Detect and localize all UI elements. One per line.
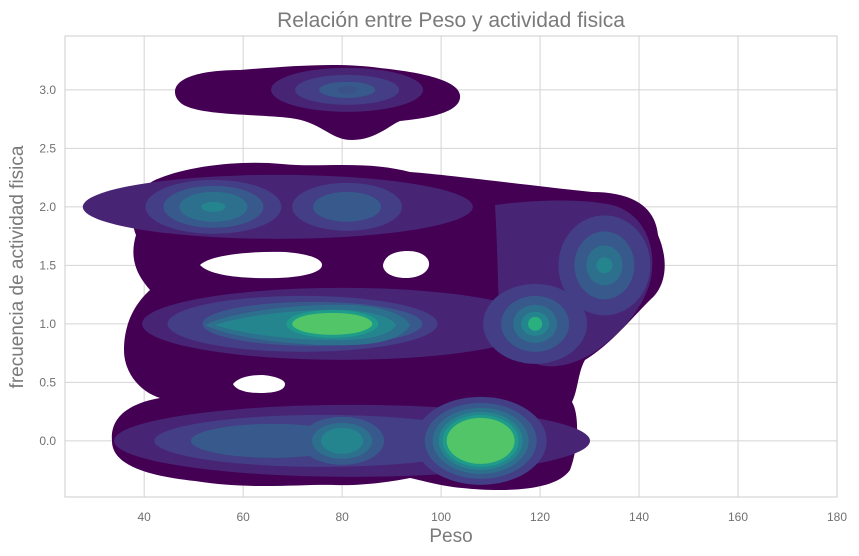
density-hole: [200, 251, 322, 279]
y-tick-label: 1.5: [39, 258, 56, 272]
chart-title: Relación entre Peso y actividad fisica: [277, 9, 625, 32]
density-hole: [383, 251, 430, 278]
x-axis-ticks: 40 60 80 100 120 140 160 180: [137, 510, 847, 524]
density-peak: [292, 312, 373, 335]
y-tick-label: 0.0: [39, 434, 56, 448]
x-tick-label: 160: [728, 510, 748, 524]
density-peak: [201, 201, 226, 212]
y-axis-label: frecuencia de actividad fisica: [7, 145, 28, 388]
y-tick-label: 1.0: [39, 317, 56, 331]
density-level-3: [313, 191, 382, 222]
density-peak: [528, 316, 543, 331]
y-tick-label: 2.0: [39, 200, 56, 214]
x-tick-label: 100: [431, 510, 451, 524]
x-tick-label: 180: [827, 510, 847, 524]
plot-frame: [64, 35, 838, 498]
y-tick-label: 3.0: [39, 83, 56, 97]
density-level-5: [321, 427, 364, 454]
y-axis-ticks: 0.0 0.5 1.0 1.5 2.0 2.5 3.0: [39, 83, 56, 448]
x-tick-label: 140: [629, 510, 649, 524]
y-tick-label: 2.5: [39, 141, 56, 155]
density-peak: [337, 85, 358, 94]
x-tick-label: 80: [335, 510, 349, 524]
y-tick-label: 0.5: [39, 375, 56, 389]
x-tick-label: 60: [236, 510, 250, 524]
x-tick-label: 120: [530, 510, 550, 524]
density-hole: [233, 375, 285, 393]
density-peak: [596, 257, 613, 274]
density-contours: [82, 64, 665, 491]
x-axis-label: Peso: [429, 526, 472, 547]
x-tick-label: 40: [137, 510, 151, 524]
density-peak: [446, 417, 515, 464]
